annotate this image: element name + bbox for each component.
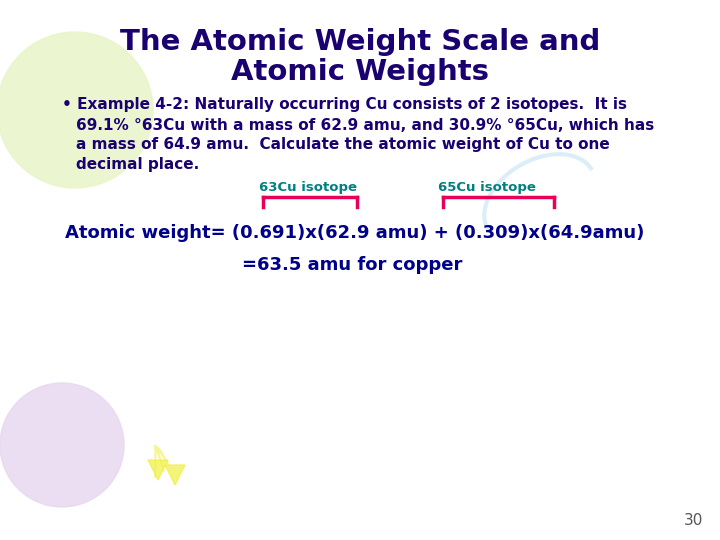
Text: =63.5 amu for copper: =63.5 amu for copper: [242, 256, 462, 274]
Text: 69.1% °63Cu with a mass of 62.9 amu, and 30.9% °65Cu, which has: 69.1% °63Cu with a mass of 62.9 amu, and…: [76, 118, 654, 132]
Text: Atomic Weights: Atomic Weights: [231, 58, 489, 86]
Polygon shape: [165, 465, 185, 485]
Circle shape: [0, 383, 124, 507]
Text: 63Cu isotope: 63Cu isotope: [259, 181, 357, 194]
Text: 65Cu isotope: 65Cu isotope: [438, 181, 536, 194]
Polygon shape: [155, 445, 156, 477]
Text: • Example 4-2: Naturally occurring Cu consists of 2 isotopes.  It is: • Example 4-2: Naturally occurring Cu co…: [62, 98, 627, 112]
Circle shape: [0, 32, 153, 188]
Text: 30: 30: [683, 513, 703, 528]
Text: decimal place.: decimal place.: [76, 158, 199, 172]
Polygon shape: [155, 445, 164, 471]
Text: The Atomic Weight Scale and: The Atomic Weight Scale and: [120, 28, 600, 56]
Polygon shape: [148, 460, 168, 480]
Text: a mass of 64.9 amu.  Calculate the atomic weight of Cu to one: a mass of 64.9 amu. Calculate the atomic…: [76, 138, 610, 152]
Text: Atomic weight= (0.691)x(62.9 amu) + (0.309)x(64.9amu): Atomic weight= (0.691)x(62.9 amu) + (0.3…: [65, 224, 644, 242]
Polygon shape: [155, 445, 169, 465]
